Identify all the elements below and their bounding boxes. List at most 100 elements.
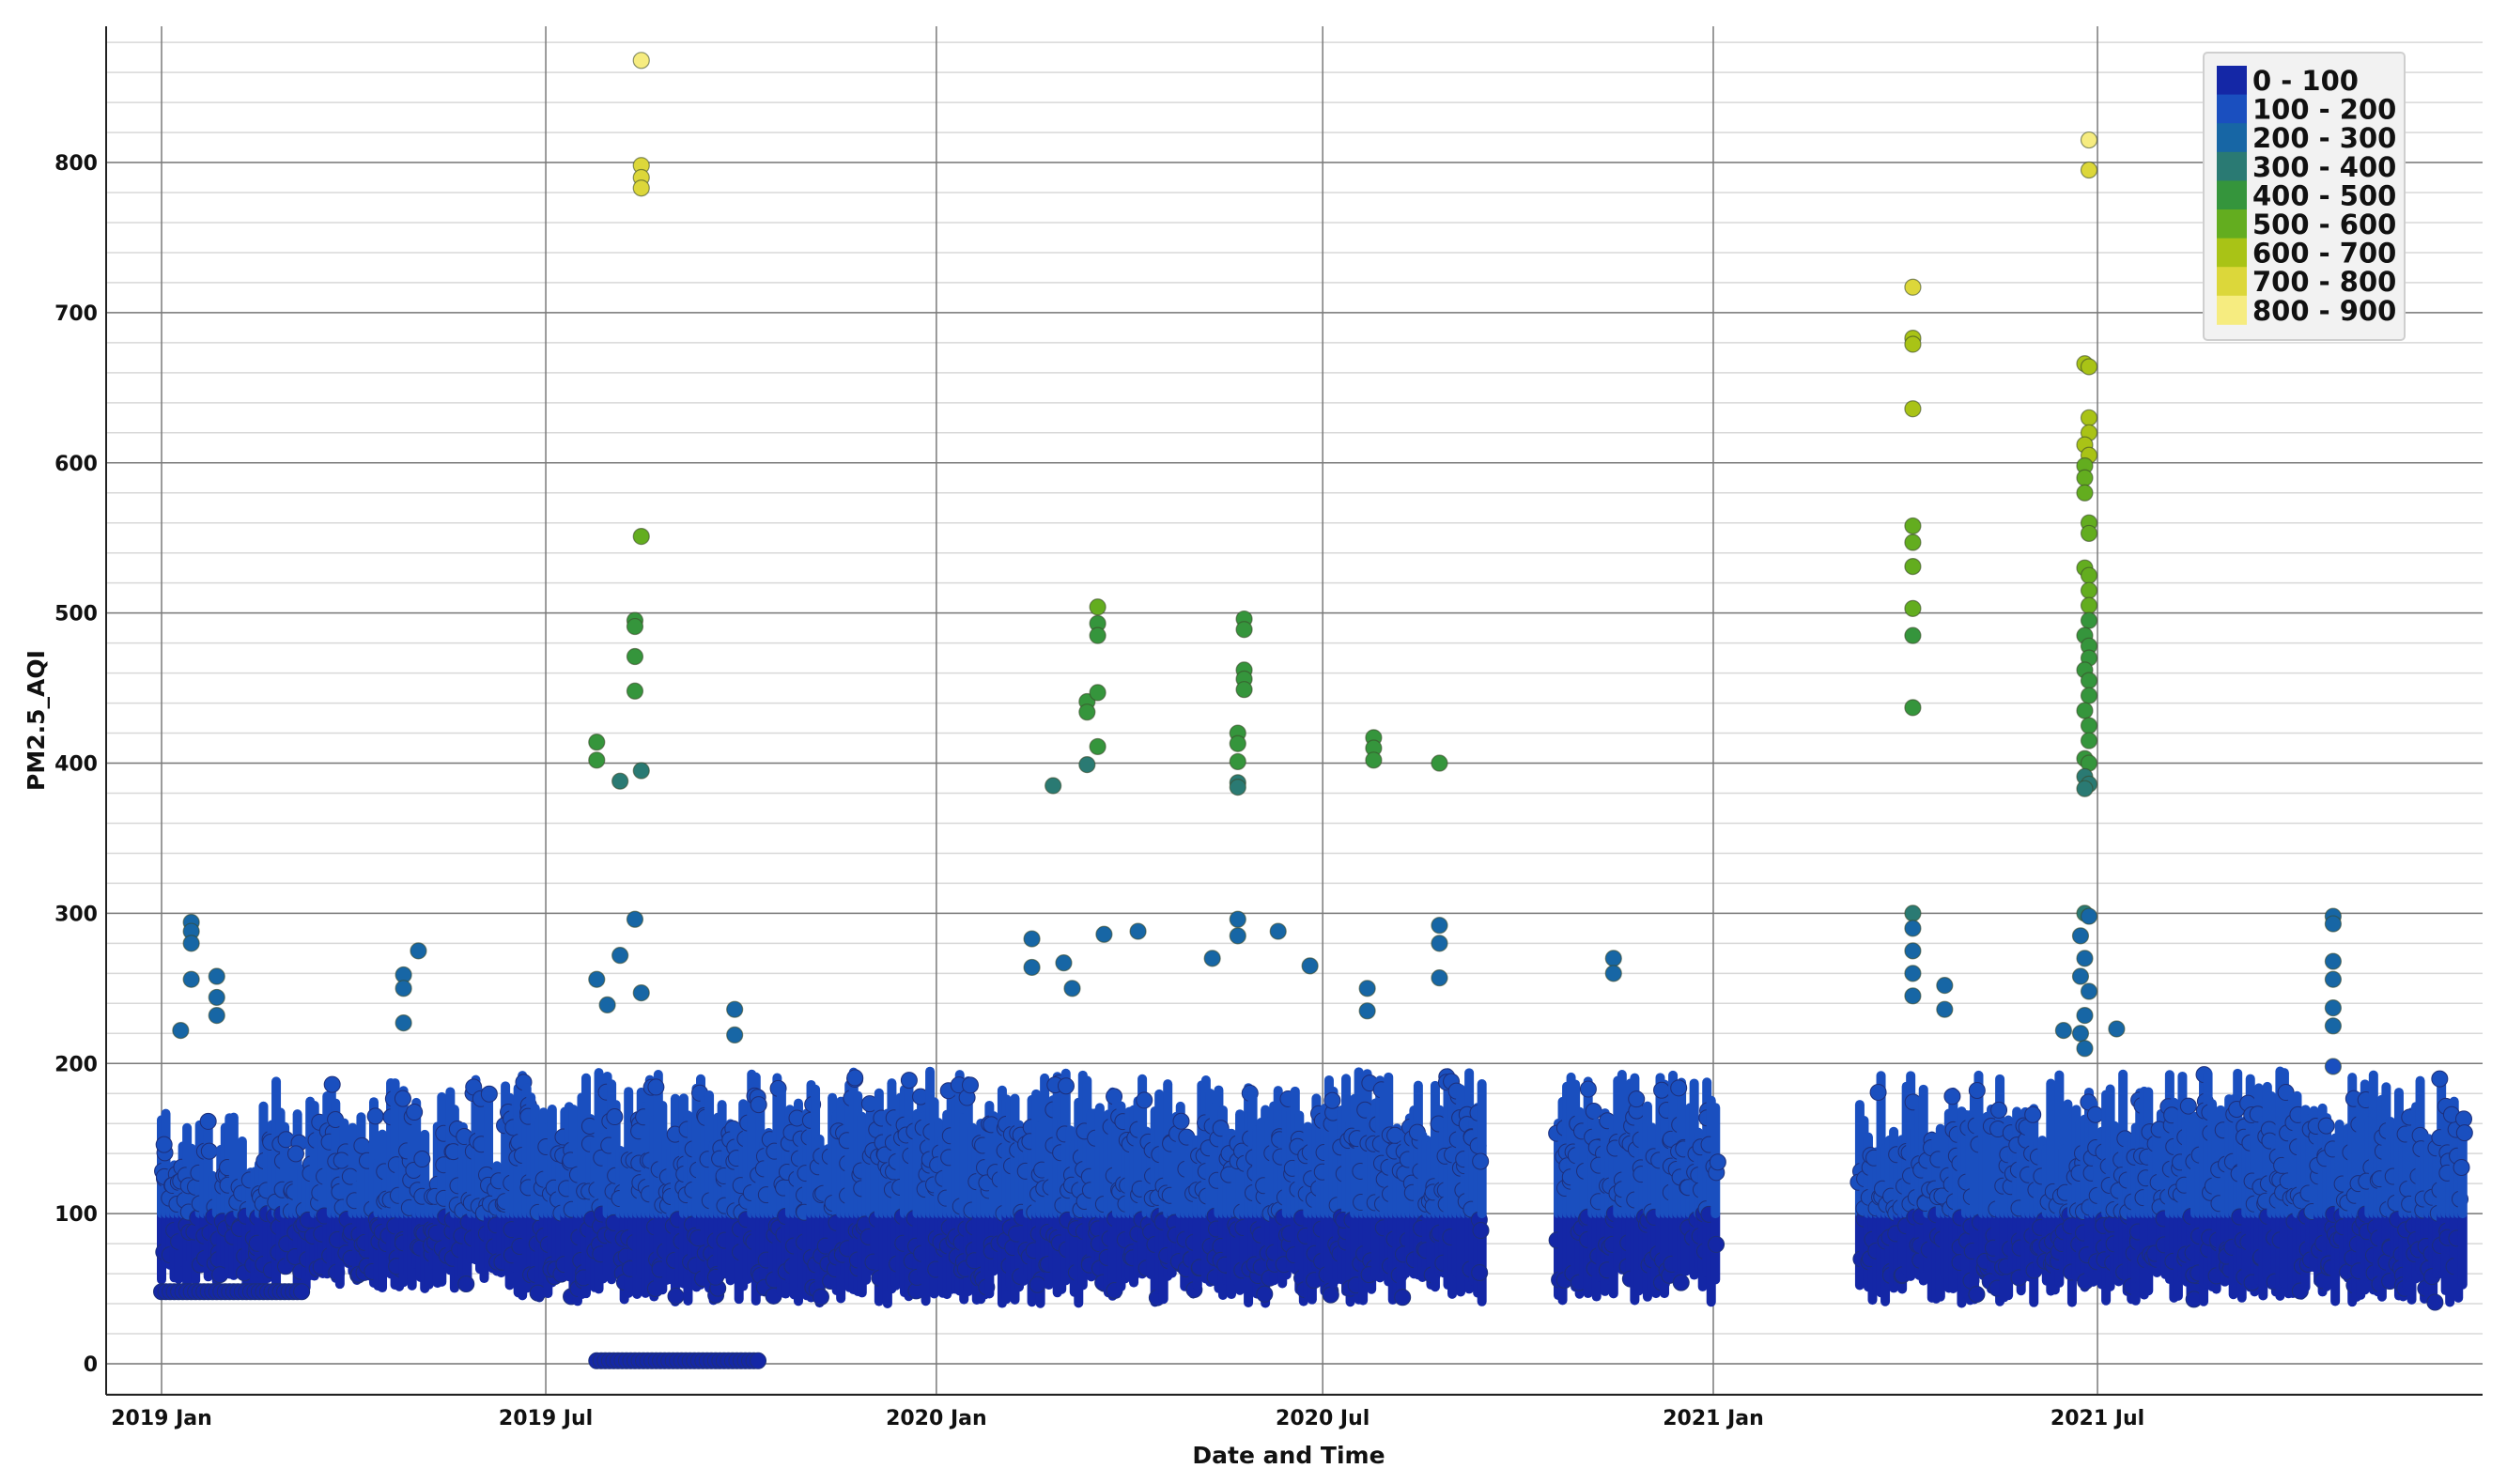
data-point — [1472, 1152, 1490, 1170]
data-point — [588, 970, 606, 988]
data-point — [200, 1142, 218, 1160]
data-point — [626, 647, 644, 666]
legend-label: 200 - 300 — [2252, 122, 2396, 154]
data-point — [1904, 599, 1922, 617]
data-point — [395, 980, 412, 997]
x-tick-labels: 2019 Jan 2019 Jul 2020 Jan 2020 Jul 2021 Jan… — [111, 1407, 2144, 1430]
x-tick-label: 2019 Jul — [499, 1407, 593, 1430]
data-point — [1095, 925, 1113, 943]
data-point — [1431, 754, 1448, 772]
data-point — [611, 772, 629, 790]
y-tick-label: 0 — [84, 1353, 98, 1377]
data-point — [2080, 566, 2098, 584]
x-tick-label: 2021 Jul — [2050, 1407, 2144, 1430]
data-point — [2426, 1293, 2444, 1311]
data-point — [2080, 611, 2098, 629]
data-point — [1604, 965, 1622, 982]
data-point — [1229, 910, 1246, 928]
data-point — [626, 617, 644, 636]
data-point — [1904, 533, 1922, 551]
y-axis-title: PM2.5_AQI — [23, 650, 50, 791]
data-point — [1089, 626, 1106, 644]
data-point — [632, 528, 650, 546]
data-point — [395, 1013, 412, 1032]
data-point — [2324, 999, 2342, 1017]
legend-swatch — [2217, 94, 2247, 124]
y-tick-label: 500 — [54, 603, 98, 626]
data-point — [2076, 1007, 2094, 1025]
data-point — [2080, 907, 2098, 925]
y-tick-labels: 0 100 200 300 400 500 600 700 800 — [54, 152, 98, 1377]
data-point — [1235, 621, 1253, 639]
data-point — [1269, 922, 1287, 940]
legend-label: 400 - 500 — [2252, 179, 2396, 211]
data-point — [2324, 970, 2342, 988]
data-point — [1229, 752, 1246, 771]
legend-swatch — [2217, 209, 2247, 239]
data-point — [1136, 1091, 1153, 1109]
data-point — [1579, 1080, 1597, 1098]
data-point — [1936, 977, 1954, 995]
dense-data-bands — [153, 1066, 2473, 1369]
data-point — [1029, 1275, 1046, 1293]
data-point — [626, 682, 644, 700]
data-point — [726, 1026, 744, 1043]
data-point — [2080, 581, 2098, 599]
data-point — [1023, 958, 1041, 977]
data-point — [1045, 777, 1062, 795]
legend-swatch — [2217, 267, 2247, 297]
legend-swatch — [2217, 180, 2247, 210]
data-point — [2453, 1158, 2470, 1176]
data-point — [2080, 732, 2098, 750]
legend-label: 700 - 800 — [2252, 266, 2396, 298]
legend-swatch — [2217, 66, 2247, 95]
data-point — [2076, 702, 2094, 719]
data-point — [1653, 1081, 1671, 1099]
data-point — [2054, 1021, 2072, 1040]
legend-box — [2203, 52, 2406, 341]
data-point — [1904, 965, 1922, 982]
data-point — [2086, 1105, 2104, 1123]
data-point — [900, 1072, 918, 1090]
data-point — [2324, 915, 2342, 933]
data-point — [611, 947, 629, 965]
legend-swatch — [2217, 295, 2247, 325]
data-point — [2071, 967, 2090, 985]
legend-label: 500 - 600 — [2252, 209, 2396, 240]
data-point — [1990, 1101, 2008, 1119]
data-point — [2080, 524, 2098, 543]
data-point — [1431, 935, 1448, 952]
data-point — [1089, 737, 1106, 756]
data-point — [1358, 1002, 1376, 1020]
data-point — [1229, 927, 1246, 945]
data-point — [1394, 1289, 1412, 1306]
y-tick-label: 200 — [54, 1053, 98, 1076]
data-point — [1472, 1222, 1490, 1240]
data-point — [1672, 1274, 1690, 1291]
data-point — [1936, 1000, 1954, 1018]
data-point — [1055, 954, 1073, 972]
data-point — [2324, 952, 2342, 970]
data-point — [2080, 687, 2098, 704]
legend-label: 600 - 700 — [2252, 238, 2396, 270]
data-point — [1904, 557, 1922, 576]
outlier-points — [172, 52, 2342, 1075]
data-point — [2076, 950, 2094, 967]
data-point — [2080, 161, 2098, 179]
data-point — [394, 1090, 411, 1107]
data-point — [1904, 904, 1922, 922]
legend-swatch — [2217, 123, 2247, 153]
data-point — [1172, 1112, 1190, 1130]
data-point — [2080, 358, 2098, 376]
data-point — [632, 984, 650, 1002]
data-point — [1431, 917, 1448, 935]
data-point — [1203, 950, 1221, 967]
data-point — [1229, 778, 1246, 796]
data-point — [2080, 672, 2098, 689]
data-point — [182, 970, 200, 988]
data-point — [632, 52, 650, 70]
y-tick-label: 800 — [54, 152, 98, 176]
data-point — [647, 1078, 665, 1096]
